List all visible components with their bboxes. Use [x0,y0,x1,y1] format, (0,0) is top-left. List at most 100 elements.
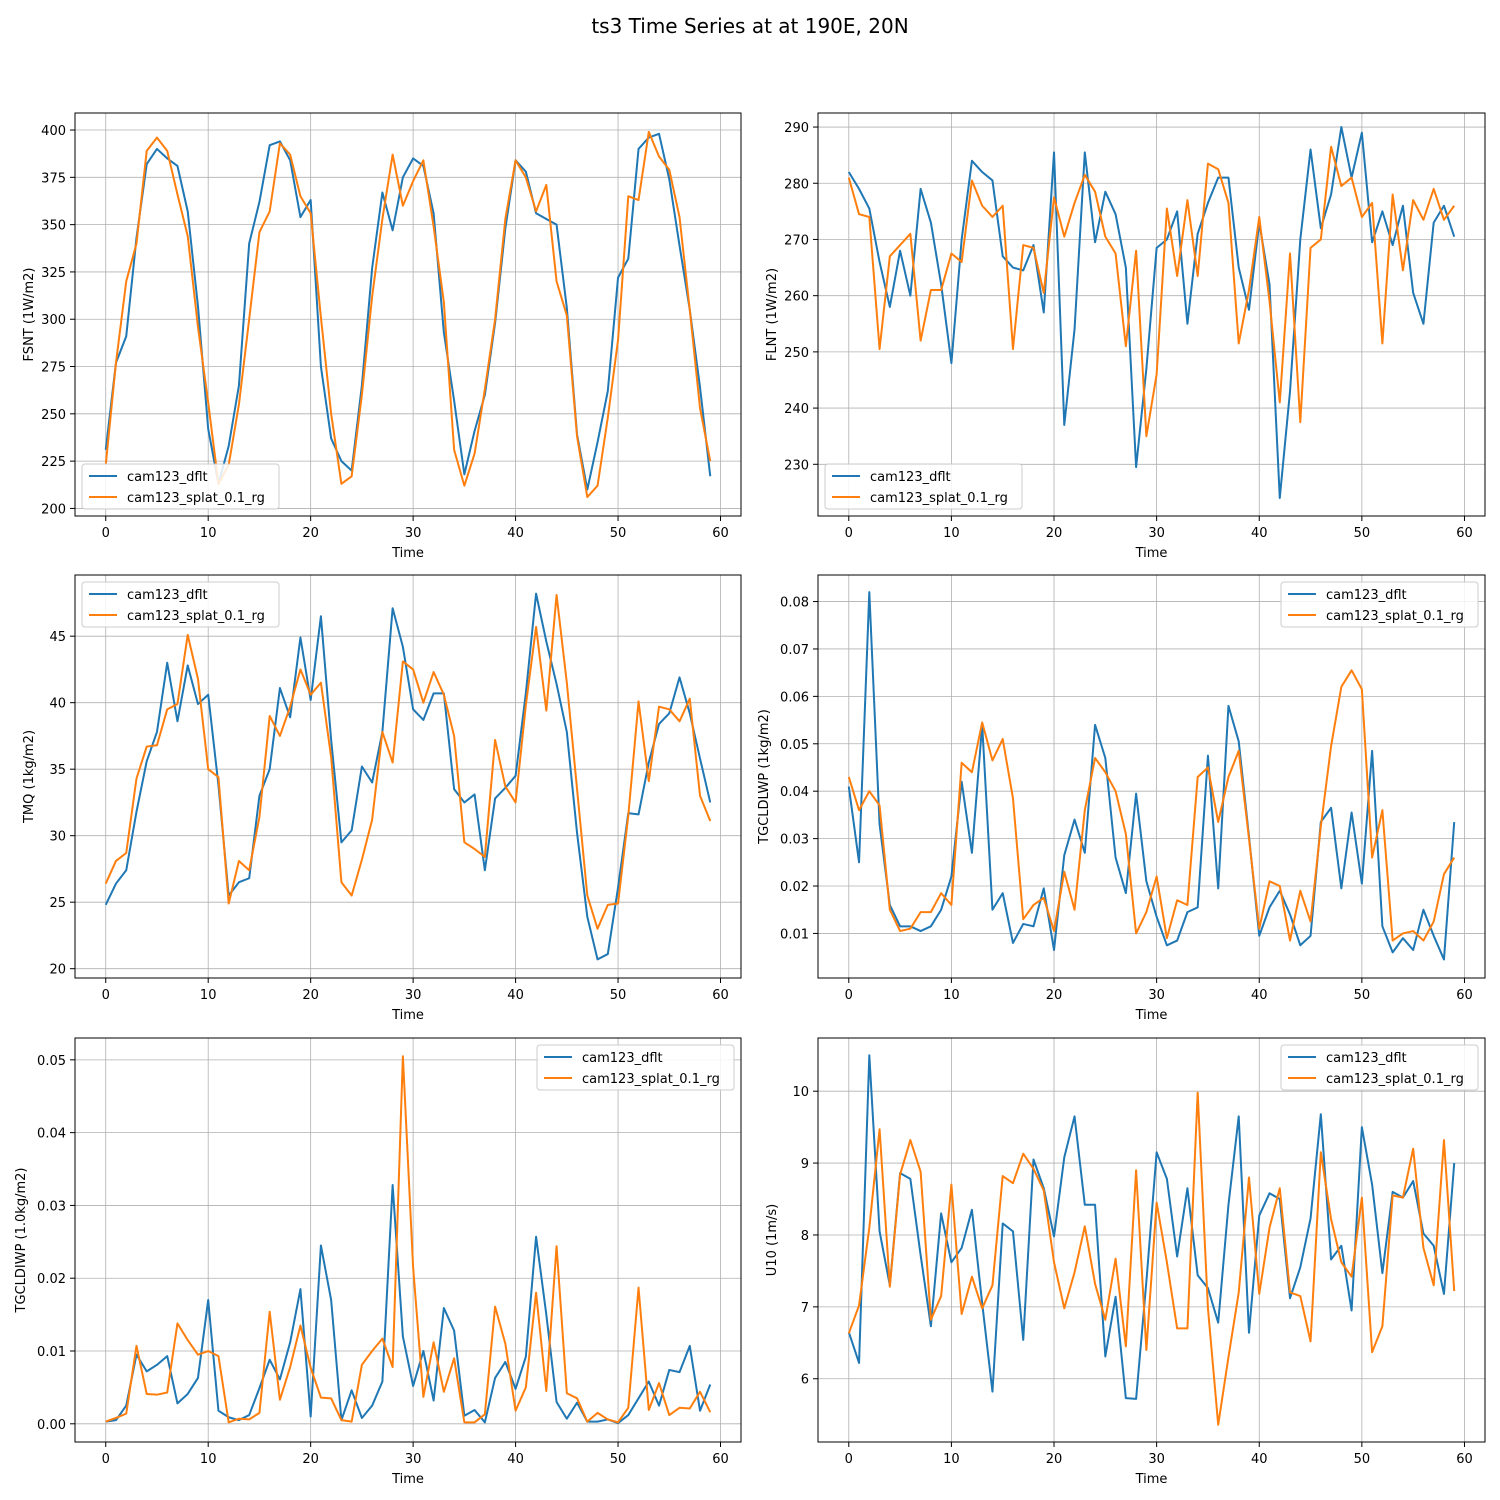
x-tick-label: 50 [1354,988,1371,1003]
y-tick-label: 250 [41,408,66,423]
y-tick-label: 375 [41,171,66,186]
x-tick-label: 40 [1251,1452,1268,1467]
legend: cam123_dflt cam123_splat_0.1_rg [536,1044,735,1091]
x-tick-label: 60 [1456,526,1473,541]
x-tick-label: 40 [507,1452,524,1467]
series-line-splat [847,1091,1456,1426]
legend-box [824,463,1023,510]
x-axis-label: Time [391,546,424,561]
axes-frame [817,112,1486,517]
x-tick-label: 0 [102,526,110,541]
x-tick-label: 40 [507,988,524,1003]
legend-box [81,581,280,628]
y-tick-label: 0.02 [37,1272,66,1287]
legend-label: cam123_dflt [1326,1051,1407,1066]
y-tick-label: 30 [49,830,66,845]
y-tick-label: 0.05 [37,1054,66,1069]
legend-label: cam123_splat_0.1_rg [582,1072,720,1087]
y-tick-label: 8 [801,1229,809,1244]
y-tick-label: 260 [784,290,809,305]
y-tick-label: 0.06 [780,690,809,705]
y-tick-label: 290 [784,121,809,136]
series-line-dflt [104,132,712,491]
y-tick-label: 0.03 [37,1199,66,1214]
legend-box [81,463,280,510]
y-tick-label: 300 [41,313,66,328]
y-axis-label: FSNT (1W/m2) [22,268,37,362]
y-tick-label: 35 [49,763,66,778]
x-axis-label: Time [1135,546,1168,561]
series-line-splat [847,145,1456,438]
y-tick-label: 250 [784,346,809,361]
x-tick-label: 40 [1251,988,1268,1003]
x-tick-label: 50 [610,526,627,541]
x-tick-label: 10 [943,988,960,1003]
y-axis-label: TGCLDLWP (1kg/m2) [757,709,772,845]
axes-frame [817,1037,1486,1443]
y-tick-label: 0.01 [37,1345,66,1360]
x-tick-label: 20 [1046,1452,1063,1467]
y-tick-label: 40 [49,697,66,712]
x-tick-label: 0 [102,988,110,1003]
x-tick-label: 20 [302,526,319,541]
series-group [104,130,712,499]
grid [75,1038,741,1442]
y-axis-label: U10 (1m/s) [765,1204,780,1276]
x-axis-label: Time [391,1008,424,1023]
axes-frame [817,574,1486,979]
grid [75,575,741,978]
x-tick-label: 10 [943,1452,960,1467]
x-tick-label: 0 [845,988,853,1003]
y-tick-label: 240 [784,402,809,417]
x-tick-label: 30 [405,526,422,541]
x-tick-label: 20 [1046,526,1063,541]
legend: cam123_dflt cam123_splat_0.1_rg [824,463,1023,510]
x-tick-label: 0 [845,1452,853,1467]
x-axis-label: Time [1135,1008,1168,1023]
legend-box [1280,1044,1479,1091]
series-group [847,126,1456,500]
legend-box [1280,581,1479,628]
x-tick-label: 50 [610,1452,627,1467]
x-tick-label: 30 [1148,1452,1165,1467]
legend-label: cam123_splat_0.1_rg [127,491,265,506]
x-tick-label: 60 [1456,1452,1473,1467]
x-tick-label: 20 [302,1452,319,1467]
series-group [104,592,712,961]
legend-label: cam123_splat_0.1_rg [870,491,1008,506]
x-tick-label: 50 [610,988,627,1003]
x-tick-label: 10 [200,1452,217,1467]
legend-label: cam123_splat_0.1_rg [1326,609,1464,624]
legend-label: cam123_dflt [1326,588,1407,603]
x-tick-label: 50 [1354,526,1371,541]
legend: cam123_dflt cam123_splat_0.1_rg [81,463,280,510]
legend-label: cam123_dflt [127,470,208,485]
y-tick-label: 0.03 [780,833,809,848]
y-tick-label: 230 [784,458,809,473]
series-line-splat [847,669,1456,942]
legend: cam123_dflt cam123_splat_0.1_rg [1280,581,1479,628]
series-line-dflt [847,126,1456,500]
legend-label: cam123_splat_0.1_rg [1326,1072,1464,1087]
y-tick-label: 350 [41,219,66,234]
y-tick-label: 45 [49,630,66,645]
y-tick-label: 9 [801,1157,809,1172]
y-tick-label: 0.00 [37,1418,66,1433]
y-tick-label: 0.08 [780,596,809,611]
x-tick-label: 10 [200,526,217,541]
x-tick-label: 30 [1148,988,1165,1003]
x-tick-label: 10 [200,988,217,1003]
legend-label: cam123_dflt [870,470,951,485]
y-tick-label: 0.01 [780,927,809,942]
x-tick-label: 40 [507,526,524,541]
y-axis-label: TMQ (1kg/m2) [22,730,37,824]
y-axis-label: TGCLDIWP (1.0kg/m2) [14,1168,29,1314]
series-line-dflt [847,591,1456,961]
y-tick-label: 20 [49,963,66,978]
y-tick-label: 0.05 [780,738,809,753]
legend-box [536,1044,735,1091]
